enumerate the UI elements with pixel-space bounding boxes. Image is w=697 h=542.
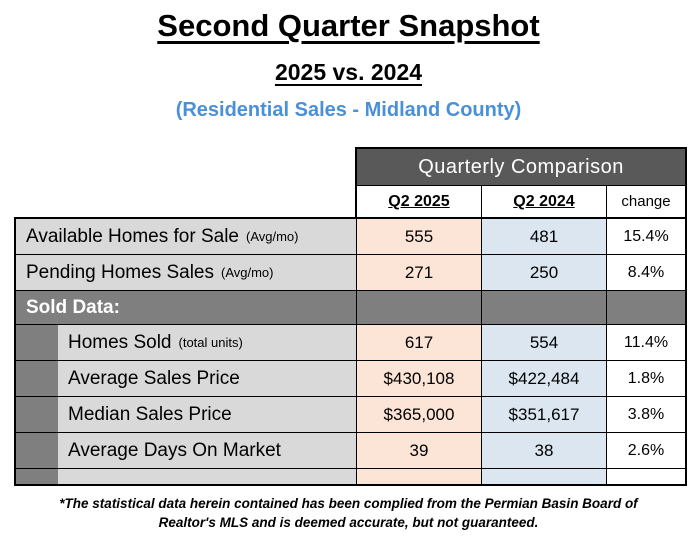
- value-change: 1.8%: [607, 361, 685, 396]
- section-label: Sold Data:: [16, 291, 357, 324]
- value-q2-2024: 38: [482, 433, 607, 468]
- table-row-empty: [16, 469, 685, 484]
- row-label: Available Homes for Sale (Avg/mo): [16, 219, 357, 254]
- value-q2-2025: $365,000: [357, 397, 482, 432]
- row-label-text: Median Sales Price: [68, 403, 232, 425]
- value-change: 3.8%: [607, 397, 685, 432]
- value-q2-2025: 555: [357, 219, 482, 254]
- column-header-q2-2024: Q2 2024: [482, 186, 607, 217]
- empty-cell: [482, 469, 607, 484]
- row-label: Median Sales Price: [16, 397, 357, 432]
- value-q2-2024: $422,484: [482, 361, 607, 396]
- table-row-homes-sold: Homes Sold (total units) 617 554 11.4%: [16, 325, 685, 361]
- indent-strip: [16, 325, 58, 360]
- footer-line-1: *The statistical data herein contained h…: [59, 496, 638, 511]
- row-label-text: Average Days On Market: [68, 439, 281, 461]
- value-change: 2.6%: [607, 433, 685, 468]
- row-label: Average Sales Price: [16, 361, 357, 396]
- value-change: 15.4%: [607, 219, 685, 254]
- column-header-row: Q2 2025 Q2 2024 change: [357, 186, 685, 217]
- row-label: Average Days On Market: [16, 433, 357, 468]
- value-change: 8.4%: [607, 255, 685, 290]
- table-row-available-homes: Available Homes for Sale (Avg/mo) 555 48…: [16, 219, 685, 255]
- indent-strip: [16, 433, 58, 468]
- value-change: 11.4%: [607, 325, 685, 360]
- column-header-change: change: [621, 193, 671, 210]
- footer-line-2: Realtor's MLS and is deemed accurate, bu…: [158, 514, 539, 530]
- value-q2-2025: 39: [357, 433, 482, 468]
- section-cell: [482, 291, 607, 324]
- row-label: Pending Homes Sales (Avg/mo): [16, 255, 357, 290]
- table-title: Quarterly Comparison: [357, 149, 685, 186]
- table-row-average-days-on-market: Average Days On Market 39 38 2.6%: [16, 433, 685, 469]
- table-header-block: Quarterly Comparison Q2 2025 Q2 2024 cha…: [355, 147, 687, 217]
- row-label-text: Homes Sold: [68, 331, 172, 353]
- comparison-table: Quarterly Comparison Q2 2025 Q2 2024 cha…: [0, 147, 697, 486]
- indent-strip: [16, 397, 58, 432]
- indent-strip: [16, 361, 58, 396]
- table-row-median-sales-price: Median Sales Price $365,000 $351,617 3.8…: [16, 397, 685, 433]
- row-label-note: (total units): [178, 335, 243, 350]
- table-body: Available Homes for Sale (Avg/mo) 555 48…: [14, 217, 687, 486]
- table-row-pending-homes: Pending Homes Sales (Avg/mo) 271 250 8.4…: [16, 255, 685, 291]
- value-q2-2025: $430,108: [357, 361, 482, 396]
- page-tagline: (Residential Sales - Midland County): [175, 99, 522, 121]
- empty-cell: [357, 469, 482, 484]
- value-q2-2024: 554: [482, 325, 607, 360]
- row-label-note: (Avg/mo): [221, 265, 274, 280]
- section-cell: [357, 291, 482, 324]
- value-q2-2024: $351,617: [482, 397, 607, 432]
- empty-cell: [607, 469, 685, 484]
- footer-disclaimer: *The statistical data herein contained h…: [0, 495, 697, 533]
- table-row-sold-data-section: Sold Data:: [16, 291, 685, 325]
- value-q2-2025: 617: [357, 325, 482, 360]
- page-subtitle: 2025 vs. 2024: [274, 59, 423, 85]
- section-cell: [607, 291, 685, 324]
- row-label-text: Pending Homes Sales: [26, 261, 214, 283]
- value-q2-2025: 271: [357, 255, 482, 290]
- row-label: Homes Sold (total units): [16, 325, 357, 360]
- row-label: [16, 469, 357, 484]
- row-label-text: Average Sales Price: [68, 367, 240, 389]
- indent-strip: [16, 469, 58, 484]
- value-q2-2024: 481: [482, 219, 607, 254]
- row-label-note: (Avg/mo): [245, 229, 299, 244]
- page-title: Second Quarter Snapshot: [157, 8, 540, 43]
- section-label-text: Sold Data:: [26, 296, 120, 318]
- value-q2-2024: 250: [482, 255, 607, 290]
- table-row-average-sales-price: Average Sales Price $430,108 $422,484 1.…: [16, 361, 685, 397]
- column-header-q2-2025: Q2 2025: [357, 186, 482, 217]
- row-label-text: Available Homes for Sale: [26, 225, 239, 247]
